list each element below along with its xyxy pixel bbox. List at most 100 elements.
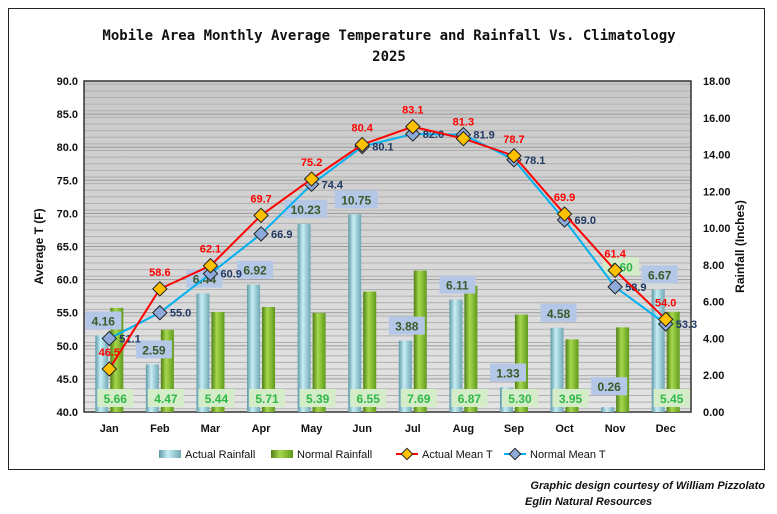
x-tick-label: Jul xyxy=(405,423,421,435)
normal-mean-t-label: 51.1 xyxy=(119,334,140,346)
actual-mean-t-marker xyxy=(253,207,269,224)
actual-rainfall-label: 10.23 xyxy=(291,203,321,217)
normal-rainfall-label: 5.71 xyxy=(255,392,279,406)
actual-rainfall-label: 4.16 xyxy=(92,315,116,329)
normal-rainfall-bar xyxy=(464,285,478,412)
normal-rainfall-label-bg xyxy=(299,389,336,407)
actual-rainfall-bar xyxy=(348,214,362,412)
actual-rainfall-label: 3.88 xyxy=(395,320,419,334)
chart: Mobile Area Monthly Average Temperature … xyxy=(32,28,747,461)
chart-title: Mobile Area Monthly Average Temperature … xyxy=(102,28,676,44)
credit-line-2: Eglin Natural Resources xyxy=(525,496,653,508)
y-tick-label: 65.0 xyxy=(57,242,78,254)
actual-rainfall-label-bg xyxy=(388,316,425,335)
normal-rainfall-label: 7.69 xyxy=(407,392,431,406)
actual-rainfall-label: 6.67 xyxy=(648,268,672,282)
y-tick-label: 60.0 xyxy=(57,275,78,287)
normal-rainfall-label: 6.87 xyxy=(458,392,482,406)
actual-rainfall-label: 6.11 xyxy=(446,279,469,293)
normal-rainfall-bar xyxy=(312,312,326,412)
actual-mean-t-marker xyxy=(607,262,623,279)
actual-rainfall-label-bg xyxy=(591,377,628,396)
normal-mean-t-line xyxy=(108,132,667,340)
legend-swatch xyxy=(271,450,293,458)
actual-rainfall-bar xyxy=(247,284,261,412)
y2-tick-label: 6.00 xyxy=(703,297,724,309)
actual-mean-t-label: 61.4 xyxy=(604,248,626,260)
x-tick-label: Nov xyxy=(605,423,627,435)
normal-rainfall-bar xyxy=(211,311,225,412)
x-tick-label: May xyxy=(301,423,323,435)
normal-rainfall-bar xyxy=(413,270,427,412)
normal-mean-t-label: 55.0 xyxy=(170,308,191,320)
normal-mean-t-label: 53.3 xyxy=(676,319,697,331)
actual-rainfall-label: 10.75 xyxy=(341,193,371,207)
normal-mean-t-marker xyxy=(607,279,623,295)
normal-rainfall-label-bg xyxy=(451,389,488,407)
y-tick-label: 80.0 xyxy=(57,142,78,154)
x-tick-label: Jan xyxy=(100,423,119,435)
y-tick-label: 50.0 xyxy=(57,341,78,353)
normal-rainfall-bar xyxy=(262,306,276,412)
legend-item: Normal Rainfall xyxy=(297,449,372,461)
y2-tick-label: 14.00 xyxy=(703,150,731,162)
normal-rainfall-bar xyxy=(514,314,528,412)
actual-mean-t-label: 46.5 xyxy=(99,347,120,359)
normal-mean-t-marker xyxy=(253,226,269,242)
actual-mean-t-label: 58.6 xyxy=(149,267,170,279)
normal-rainfall-bar xyxy=(363,291,377,412)
chart-subtitle: 2025 xyxy=(372,49,406,65)
normal-rainfall-label: 5.44 xyxy=(205,392,229,406)
y2-tick-label: 12.00 xyxy=(703,186,731,198)
legend-marker xyxy=(400,447,414,461)
x-tick-label: Sep xyxy=(504,423,524,435)
actual-rainfall-bar xyxy=(297,223,311,412)
actual-mean-t-marker xyxy=(152,281,168,297)
actual-rainfall-label-bg xyxy=(334,190,378,209)
normal-rainfall-label-bg xyxy=(501,389,538,407)
normal-rainfall-label: 6.55 xyxy=(357,392,381,406)
actual-rainfall-label: 2.59 xyxy=(142,343,166,357)
normal-mean-t-label: 69.0 xyxy=(575,215,596,227)
normal-rainfall-label-bg xyxy=(400,389,437,407)
y2-tick-label: 0.00 xyxy=(703,407,724,419)
actual-rainfall-bar xyxy=(449,299,463,412)
normal-mean-t-label: 60.9 xyxy=(220,269,241,281)
actual-mean-t-marker xyxy=(657,311,674,328)
x-tick-label: Jun xyxy=(352,423,372,435)
chart-frame: Mobile Area Monthly Average Temperature … xyxy=(8,8,765,470)
y-tick-label: 45.0 xyxy=(57,374,78,386)
x-tick-label: Apr xyxy=(252,423,272,435)
actual-mean-t-marker xyxy=(303,171,320,187)
normal-mean-t-marker xyxy=(101,330,118,347)
actual-rainfall-label: 0.26 xyxy=(597,380,621,394)
y-tick-label: 90.0 xyxy=(57,76,78,88)
normal-mean-t-label: 74.4 xyxy=(322,179,344,191)
normal-rainfall-label-bg xyxy=(249,389,286,407)
credit-line-1: Graphic design courtesy of William Pizzo… xyxy=(530,480,765,492)
x-tick-label: Aug xyxy=(453,423,474,435)
x-tick-label: Dec xyxy=(656,423,676,435)
normal-rainfall-label-bg xyxy=(198,389,235,407)
normal-mean-t-label: 80.1 xyxy=(372,142,393,154)
normal-rainfall-label-bg xyxy=(97,389,134,407)
actual-mean-t-label: 78.7 xyxy=(503,134,524,146)
normal-rainfall-label-bg xyxy=(552,389,589,407)
actual-rainfall-label-bg xyxy=(237,260,274,279)
x-tick-label: Feb xyxy=(150,423,170,435)
legend-marker xyxy=(508,447,522,461)
y2-tick-label: 10.00 xyxy=(703,223,731,235)
legend-item: Actual Mean T xyxy=(422,449,493,461)
actual-rainfall-label: 4.58 xyxy=(547,307,571,321)
actual-mean-t-label: 81.3 xyxy=(453,117,474,129)
actual-mean-t-label: 80.4 xyxy=(351,123,373,135)
normal-rainfall-label: 4.47 xyxy=(154,392,178,406)
actual-mean-t-marker xyxy=(202,257,219,274)
actual-rainfall-bar xyxy=(196,293,210,412)
y2-tick-label: 2.00 xyxy=(703,370,724,382)
normal-mean-t-label: 66.9 xyxy=(271,229,292,241)
normal-rainfall-label: 5.66 xyxy=(104,392,128,406)
actual-mean-t-marker xyxy=(101,361,118,377)
legend-item: Normal Mean T xyxy=(530,449,606,461)
x-tick-label: Mar xyxy=(201,423,221,435)
